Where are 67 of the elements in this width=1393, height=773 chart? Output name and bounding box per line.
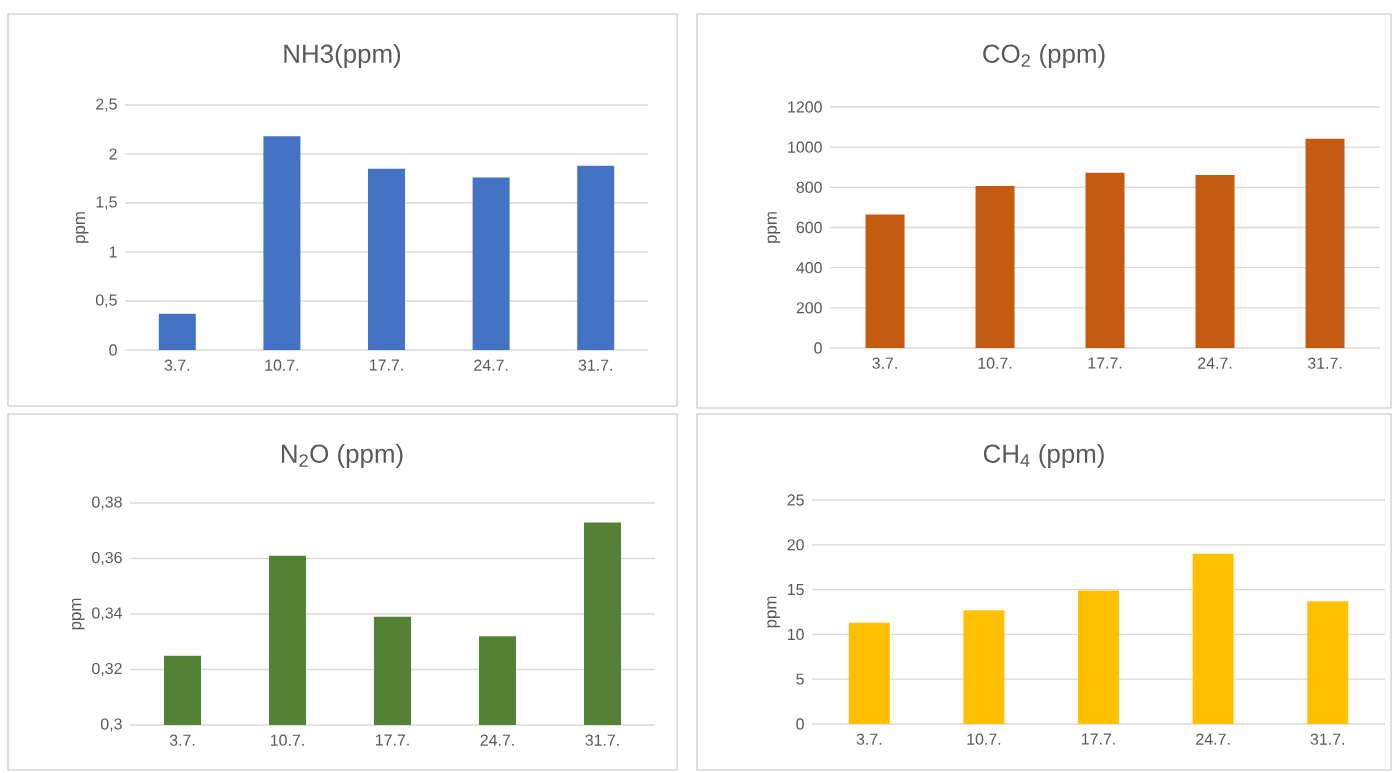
y-tick-label: 1,5 [96,196,117,210]
x-tick-label: 31.7. [1310,733,1344,745]
y-tick-label: 0,3 [100,718,122,732]
x-tick-label: 17.7. [1088,357,1122,369]
bar [1085,172,1125,348]
bar [1078,590,1120,724]
y-tick-label: 1 [109,246,117,258]
y-tick-label: 15 [787,584,804,596]
bar [158,313,196,350]
y-axis-title: ppm [767,212,781,243]
y-tick-label: 5 [796,673,804,685]
x-tick-label: 3.7. [164,359,190,371]
bar [1195,175,1235,348]
x-tick-label: 31.7. [578,359,612,371]
x-tick-label: 24.7. [480,734,514,746]
y-tick-label: 0,34 [92,607,123,621]
y-tick-label: 0 [796,718,804,730]
bar [848,622,890,724]
y-tick-label: 1000 [788,141,822,153]
x-tick-label: 24.7. [1198,357,1232,369]
chart-title: CO$_{2}$ (ppm) [983,43,1105,69]
x-tick-label: 24.7. [474,359,508,371]
chart-title: CH$_{4}$ (ppm) [983,443,1104,469]
x-tick-label: 17.7. [370,359,403,371]
x-tick-label: 3.7. [856,733,882,745]
x-tick-label: 3.7. [169,734,195,746]
y-tick-label: 0 [814,342,822,354]
x-tick-label: 3.7. [872,357,897,369]
y-tick-label: 0,5 [95,294,117,308]
bar [263,136,301,350]
bar [1192,553,1234,724]
y-axis-title: ppm [71,598,85,630]
y-tick-label: 10 [787,628,804,641]
y-tick-label: 2,5 [96,98,117,112]
x-tick-label: 17.7. [1082,733,1115,745]
bar [963,610,1005,724]
y-tick-label: 25 [787,494,804,506]
x-tick-label: 24.7. [1196,733,1230,745]
y-tick-label: 20 [787,539,804,551]
x-tick-label: 10.7. [271,734,304,746]
bar [975,186,1015,348]
x-tick-label: 10.7. [978,357,1012,369]
bar [577,165,615,350]
x-tick-label: 31.7. [585,734,619,746]
y-axis-title: ppm [75,212,89,243]
chart-title: NH3(ppm) [284,43,401,69]
y-tick-label: 800 [796,181,822,193]
chart-title: N$_{2}$O (ppm) [281,443,403,469]
bar [865,214,905,348]
y-tick-label: 1200 [788,101,822,113]
x-tick-label: 10.7. [265,359,299,371]
bar [472,177,510,350]
y-tick-label: 200 [796,302,822,314]
y-tick-label: 0 [109,344,117,356]
y-axis-title: ppm [767,596,780,628]
y-tick-label: 0,32 [92,662,122,677]
y-tick-label: 0,38 [92,496,122,510]
bar [1305,138,1345,348]
y-tick-label: 0,36 [92,551,122,566]
x-tick-label: 31.7. [1307,357,1342,369]
bar [368,168,406,350]
x-tick-label: 17.7. [376,734,409,746]
y-tick-label: 400 [796,262,822,274]
x-tick-label: 10.7. [967,733,1001,745]
y-tick-label: 600 [796,221,822,234]
bar [1307,601,1349,724]
y-tick-label: 2 [109,148,117,160]
